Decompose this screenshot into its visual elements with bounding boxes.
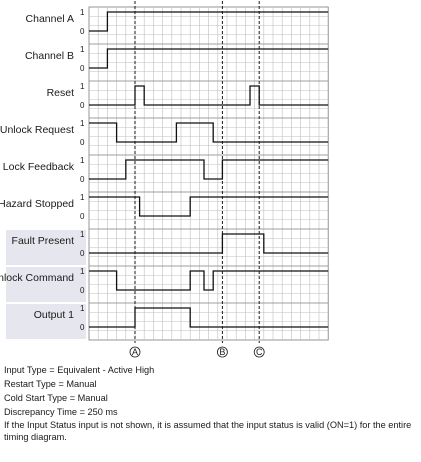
level-low-label: 0 — [80, 101, 85, 110]
label-panel — [6, 304, 86, 339]
level-low-label: 0 — [80, 64, 85, 73]
level-high-label: 1 — [80, 8, 85, 17]
signal-waveform — [89, 159, 329, 180]
marker-label: A — [132, 347, 138, 357]
level-low-label: 0 — [80, 27, 85, 36]
marker-circle — [253, 346, 265, 358]
signal-labels: Channel A 1 0 Channel B 1 0 Reset 1 0 Unlock Requ… — [0, 8, 85, 332]
signal-waveform — [89, 48, 329, 69]
cold-start-type-note: Cold Start Type = Manual — [4, 393, 108, 403]
signal-label: Unlock Request — [0, 124, 74, 136]
signal-waveform — [89, 233, 329, 254]
signal-waveform — [89, 196, 329, 217]
input-status-footnote: If the Input Status input is not shown, … — [4, 420, 412, 442]
level-high-label: 1 — [80, 82, 85, 91]
signal-label: Channel A — [26, 13, 74, 25]
marker-label: C — [256, 347, 263, 357]
level-high-label: 1 — [80, 45, 85, 54]
configuration-notes: Input Type = Equivalent - Active High Re… — [4, 363, 416, 443]
level-low-label: 0 — [80, 212, 85, 221]
level-high-label: 1 — [80, 193, 85, 202]
level-low-label: 0 — [80, 286, 85, 295]
signal-label: Channel B — [25, 50, 74, 62]
signal-label: Output 1 — [34, 309, 74, 321]
signal-waveform — [89, 122, 329, 143]
input-type-note: Input Type = Equivalent - Active High — [4, 365, 155, 375]
time-markers: A B C — [129, 1, 265, 358]
signal-label: Fault Present — [12, 235, 75, 247]
marker-label: B — [219, 347, 225, 357]
level-high-label: 1 — [80, 304, 85, 313]
level-low-label: 0 — [80, 323, 85, 332]
signal-waveforms — [89, 11, 329, 328]
marker-circle — [216, 346, 228, 358]
signal-label: Lock Feedback — [3, 161, 75, 173]
signal-waveform — [89, 307, 329, 328]
level-low-label: 0 — [80, 175, 85, 184]
signal-label: Unlock Command — [0, 272, 74, 284]
signal-waveform — [89, 85, 329, 106]
label-panel — [6, 267, 86, 302]
label-panel — [6, 230, 86, 265]
timing-grid — [88, 6, 329, 341]
signal-label: Hazard Stopped — [0, 198, 74, 210]
marker-circle — [129, 346, 141, 358]
signal-waveform — [89, 11, 329, 32]
level-high-label: 1 — [80, 156, 85, 165]
level-low-label: 0 — [80, 249, 85, 258]
timing-diagram: A B C Channel A 1 0 Channel B 1 0 Reset 1 0 Unlock … — [0, 1, 329, 358]
signal-label-panels — [6, 230, 86, 339]
level-high-label: 1 — [80, 119, 85, 128]
level-high-label: 1 — [80, 230, 85, 239]
signal-waveform — [89, 270, 329, 291]
signal-label: Reset — [47, 87, 75, 99]
restart-type-note: Restart Type = Manual — [4, 379, 97, 389]
level-low-label: 0 — [80, 138, 85, 147]
discrepancy-time-note: Discrepancy Time = 250 ms — [4, 407, 118, 417]
level-high-label: 1 — [80, 267, 85, 276]
